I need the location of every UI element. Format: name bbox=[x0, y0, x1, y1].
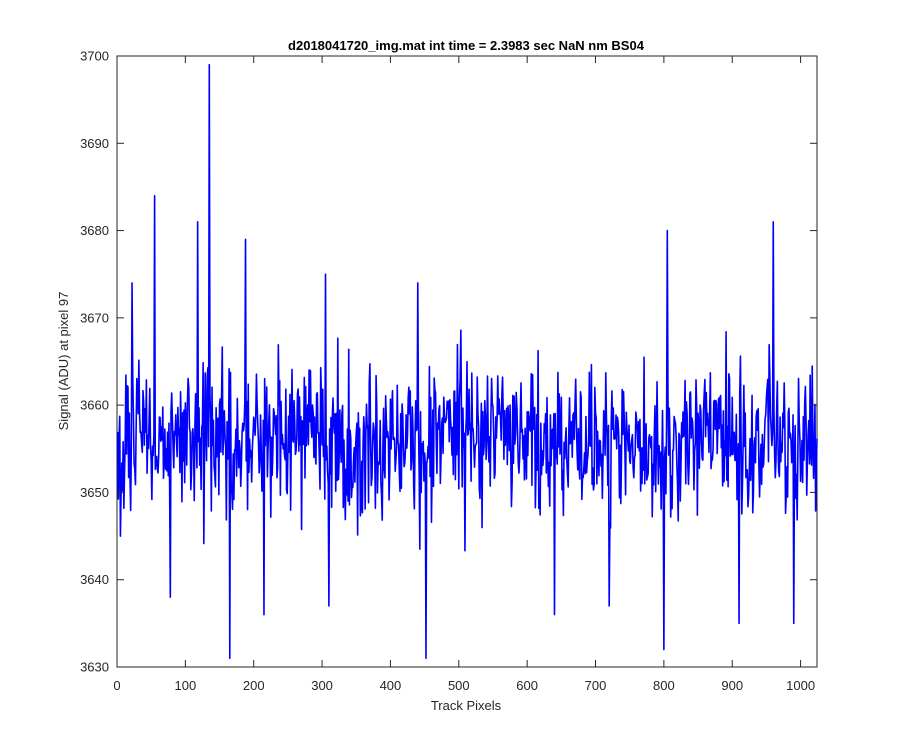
y-tick-label: 3680 bbox=[80, 223, 109, 238]
x-axis-label: Track Pixels bbox=[431, 698, 502, 713]
x-tick-label: 500 bbox=[448, 678, 470, 693]
y-tick-label: 3630 bbox=[80, 660, 109, 675]
plot-area: 0 100 200 300 400 500 600 700 800 900 1000 3630 364… bbox=[80, 49, 818, 693]
x-tick-label: 600 bbox=[516, 678, 538, 693]
chart-title: d2018041720_img.mat int time = 2.3983 se… bbox=[288, 38, 645, 53]
y-tick-label: 3640 bbox=[80, 572, 109, 587]
x-tick-label: 700 bbox=[585, 678, 607, 693]
y-tick-label: 3650 bbox=[80, 485, 109, 500]
x-tick-label: 0 bbox=[113, 678, 120, 693]
x-tick-label: 800 bbox=[653, 678, 675, 693]
series-line bbox=[116, 63, 818, 660]
x-tick-label: 100 bbox=[175, 678, 197, 693]
x-tick-label: 900 bbox=[721, 678, 743, 693]
x-axis: 0 100 200 300 400 500 600 700 800 900 1000 bbox=[113, 56, 815, 693]
x-tick-label: 1000 bbox=[786, 678, 815, 693]
y-axis: 3630 3640 3650 3660 3670 3680 3690 3700 bbox=[80, 49, 817, 675]
x-tick-label: 400 bbox=[380, 678, 402, 693]
y-tick-label: 3700 bbox=[80, 49, 109, 64]
y-tick-label: 3690 bbox=[80, 136, 109, 151]
x-tick-label: 300 bbox=[311, 678, 333, 693]
y-tick-label: 3670 bbox=[80, 310, 109, 325]
x-tick-label: 200 bbox=[243, 678, 265, 693]
y-axis-label: Signal (ADU) at pixel 97 bbox=[56, 292, 71, 431]
y-tick-label: 3660 bbox=[80, 398, 109, 413]
